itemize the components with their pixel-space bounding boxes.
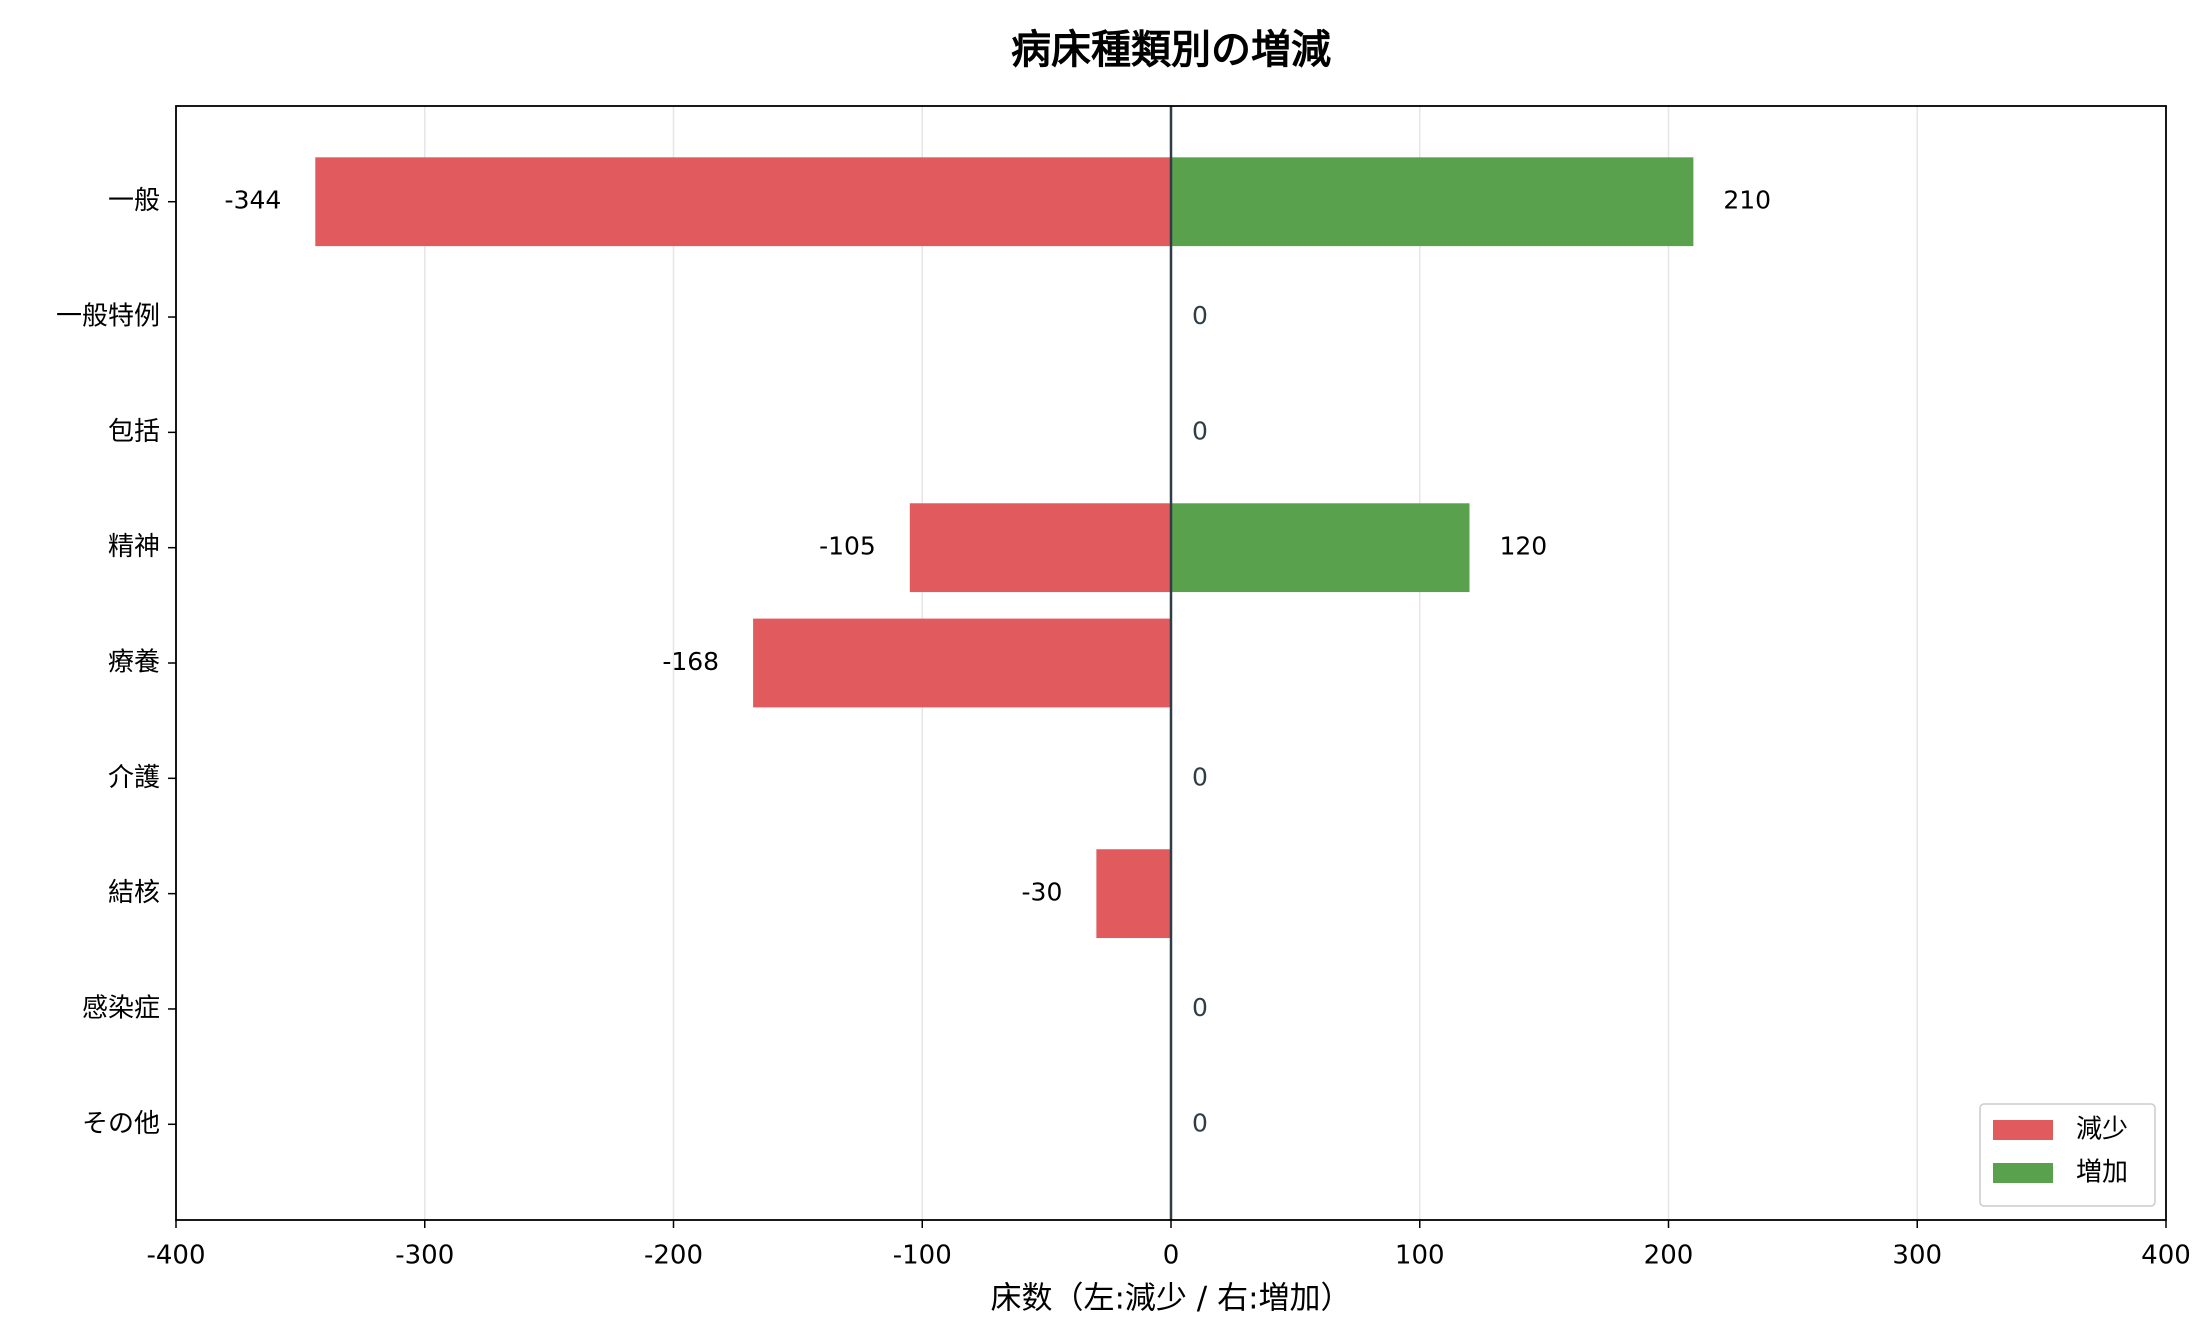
y-tick-label: 療養: [108, 648, 160, 678]
legend-swatch: [1993, 1120, 2053, 1140]
bar: [1171, 503, 1470, 593]
value-label: 0: [1192, 416, 1208, 445]
x-tick-label: 200: [1644, 1241, 1694, 1271]
x-tick-label: 100: [1395, 1241, 1445, 1271]
value-label: -105: [819, 532, 876, 561]
bar: [753, 618, 1171, 708]
x-tick-label: -200: [644, 1241, 703, 1271]
value-label: 0: [1192, 301, 1208, 330]
x-axis-label: 床数（左:減少 / 右:増加）: [990, 1281, 1351, 1317]
legend-box: [1979, 1103, 2156, 1207]
bar: [315, 157, 1171, 247]
plot-frame: [175, 105, 2167, 1221]
value-label: 0: [1192, 993, 1208, 1022]
x-tick-label: -100: [893, 1241, 952, 1271]
y-tick-label: 一般: [108, 186, 160, 216]
x-tick-label: 300: [1892, 1241, 1942, 1271]
x-tick-label: -400: [146, 1241, 205, 1271]
value-label: -30: [1022, 878, 1063, 907]
legend-label: 減少: [2076, 1115, 2128, 1145]
y-tick-label: 一般特例: [56, 302, 160, 332]
value-label: -344: [225, 186, 282, 215]
y-tick-label: 介護: [108, 763, 160, 793]
chart-title: 病床種類別の増減: [1011, 27, 1331, 73]
x-tick-label: 400: [2141, 1241, 2191, 1271]
legend-swatch: [1993, 1163, 2053, 1183]
x-tick-label: -300: [395, 1241, 454, 1271]
x-tick-label: 0: [1163, 1241, 1180, 1271]
y-tick-label: その他: [82, 1109, 160, 1139]
value-label: 0: [1192, 762, 1208, 791]
value-label: 120: [1500, 532, 1548, 561]
value-label: 210: [1723, 186, 1771, 215]
bar: [1171, 157, 1694, 247]
bar: [1096, 849, 1171, 939]
y-tick-label: 包括: [108, 417, 160, 447]
y-tick-label: 感染症: [82, 993, 160, 1023]
value-label: -168: [662, 647, 719, 676]
legend-label: 増加: [2076, 1158, 2128, 1188]
bar: [909, 503, 1171, 593]
y-tick-label: 結核: [108, 878, 160, 908]
y-tick-label: 精神: [108, 532, 160, 562]
value-label: 0: [1192, 1108, 1208, 1137]
